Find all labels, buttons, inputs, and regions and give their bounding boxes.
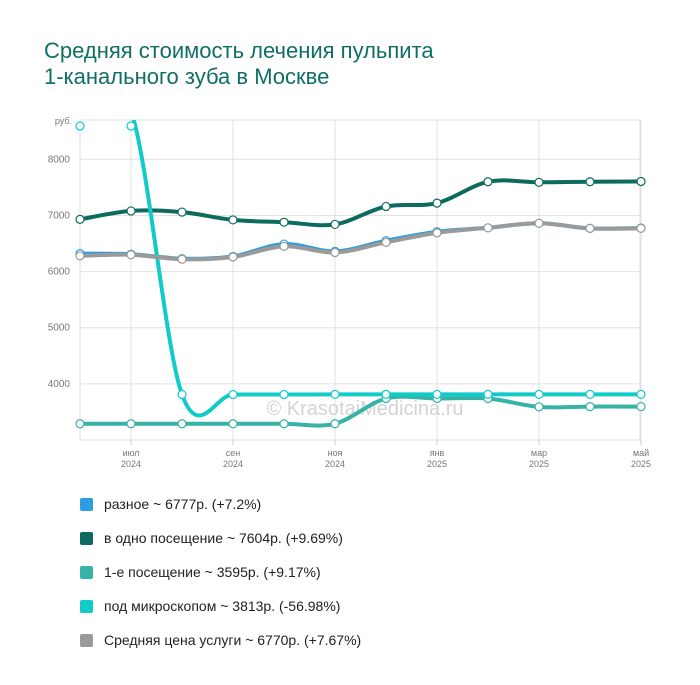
y-tick-label: 7000 [48, 210, 71, 221]
series-point [636, 389, 646, 399]
legend-swatch [80, 633, 93, 647]
series-point [228, 419, 238, 429]
line-chart: 4000 5000 6000 7000 8000 руб. июл 2024 сен 2024 но… [48, 116, 651, 469]
series-points [75, 121, 646, 429]
series-line [80, 178, 643, 228]
y-tick-label: 4000 [48, 379, 71, 390]
series-point [177, 419, 187, 429]
series-point [585, 389, 595, 399]
y-tick-label: 8000 [48, 154, 71, 165]
x-tick-label: июл 2024 [121, 448, 141, 469]
x-tick-label: май 2025 [631, 448, 651, 469]
series-point [483, 389, 493, 399]
chart-title-line-2: 1-канального зуба в Москве [44, 64, 330, 89]
series-point [330, 419, 340, 429]
series-line [131, 120, 643, 418]
legend-label: 1-е посещение ~ 3595р. (+9.17%) [104, 564, 321, 580]
series-point [483, 223, 493, 233]
chart-title: Средняя стоимость лечения пульпита 1-кан… [44, 38, 644, 90]
series-point [177, 207, 187, 217]
series-point [534, 402, 544, 412]
series-point [636, 223, 646, 233]
series-point [483, 177, 493, 187]
legend-swatch [80, 599, 93, 613]
y-unit-label: руб. [55, 116, 72, 126]
series-point [126, 419, 136, 429]
legend-item[interactable]: в одно посещение ~ 7604р. (+9.69%) [80, 521, 640, 555]
series-point [75, 251, 85, 261]
x-tick-label: ноя 2024 [325, 448, 345, 469]
series-point [381, 389, 391, 399]
series-point [432, 389, 442, 399]
series-line [80, 221, 643, 262]
series-point [534, 218, 544, 228]
x-tick-label: сен 2024 [223, 448, 243, 469]
series-point [228, 252, 238, 262]
legend-swatch [80, 531, 93, 545]
plot-area [79, 119, 641, 441]
series-point [126, 206, 136, 216]
legend-item[interactable]: Средняя цена услуги ~ 6770р. (+7.67%) [80, 623, 640, 657]
legend-item[interactable]: разное ~ 6777р. (+7.2%) [80, 487, 640, 521]
legend-label: в одно посещение ~ 7604р. (+9.69%) [104, 530, 343, 546]
legend-label: под микроскопом ~ 3813р. (-56.98%) [104, 598, 341, 614]
grid [79, 119, 642, 441]
series-point [228, 215, 238, 225]
series-point [585, 223, 595, 233]
series-line [80, 221, 643, 261]
series-point [585, 401, 595, 412]
series-point [126, 250, 136, 260]
legend-item[interactable]: под микроскопом ~ 3813р. (-56.98%) [80, 589, 640, 623]
series-point [636, 401, 646, 412]
series-point [330, 389, 340, 399]
legend-label: разное ~ 6777р. (+7.2%) [104, 496, 262, 512]
axes: 4000 5000 6000 7000 8000 руб. июл 2024 сен 2024 но… [48, 116, 651, 469]
series-point [534, 177, 544, 187]
legend-swatch [80, 497, 93, 511]
legend-label: Средняя цена услуги ~ 6770р. (+7.67%) [104, 632, 362, 648]
series-point [432, 228, 442, 238]
series-point [432, 198, 442, 208]
series-lines [80, 120, 643, 428]
x-tick-label: янв 2025 [427, 448, 447, 469]
y-tick-label: 6000 [48, 267, 71, 278]
series-point [279, 389, 289, 400]
series-point [585, 177, 595, 187]
series-point [75, 121, 85, 131]
series-point [381, 237, 391, 247]
series-point [636, 176, 646, 187]
legend: разное ~ 6777р. (+7.2%) в одно посещение … [80, 487, 640, 657]
series-point [381, 201, 391, 212]
x-tick-label: мар 2025 [529, 448, 549, 469]
legend-item[interactable]: 1-е посещение ~ 3595р. (+9.17%) [80, 555, 640, 589]
series-point [177, 389, 187, 400]
series-point [330, 247, 340, 258]
chart-title-line-1: Средняя стоимость лечения пульпита [44, 38, 434, 63]
series-point [75, 214, 85, 224]
series-point [279, 241, 289, 251]
series-point [279, 217, 289, 227]
legend-swatch [80, 565, 93, 579]
y-tick-label: 5000 [48, 323, 71, 334]
series-point [177, 254, 187, 264]
series-point [228, 389, 238, 400]
series-point [126, 121, 136, 131]
series-point [534, 389, 544, 399]
series-point [330, 219, 340, 230]
series-point [75, 419, 85, 429]
series-point [279, 419, 289, 429]
